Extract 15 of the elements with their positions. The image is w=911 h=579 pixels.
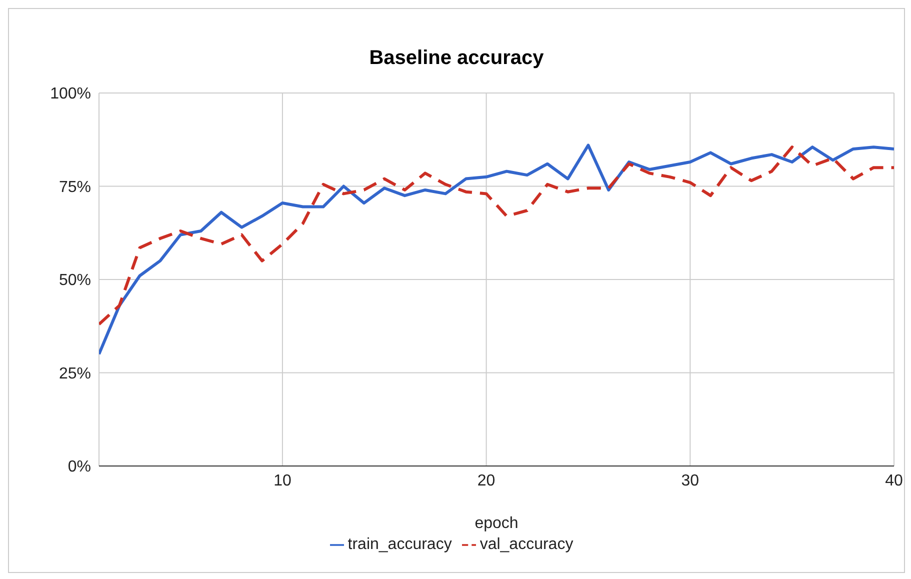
line-series [99,146,894,326]
legend-label: train_accuracy [348,536,452,553]
x-axis-title: epoch [474,515,518,532]
y-tick-label: 50% [58,272,91,290]
legend-label: val_accuracy [480,536,574,553]
x-tick-label: 10 [274,472,292,490]
chart-title: Baseline accuracy [368,47,545,70]
x-tick-label: 20 [477,472,496,490]
y-tick-label: 100% [50,86,91,103]
x-tick-label: 40 [885,472,903,490]
line-series [99,144,894,356]
y-tick-label: 0% [68,458,91,476]
y-tick-label: 75% [58,178,91,196]
x-tick-label: 30 [681,472,700,490]
y-tick-label: 25% [58,365,91,382]
